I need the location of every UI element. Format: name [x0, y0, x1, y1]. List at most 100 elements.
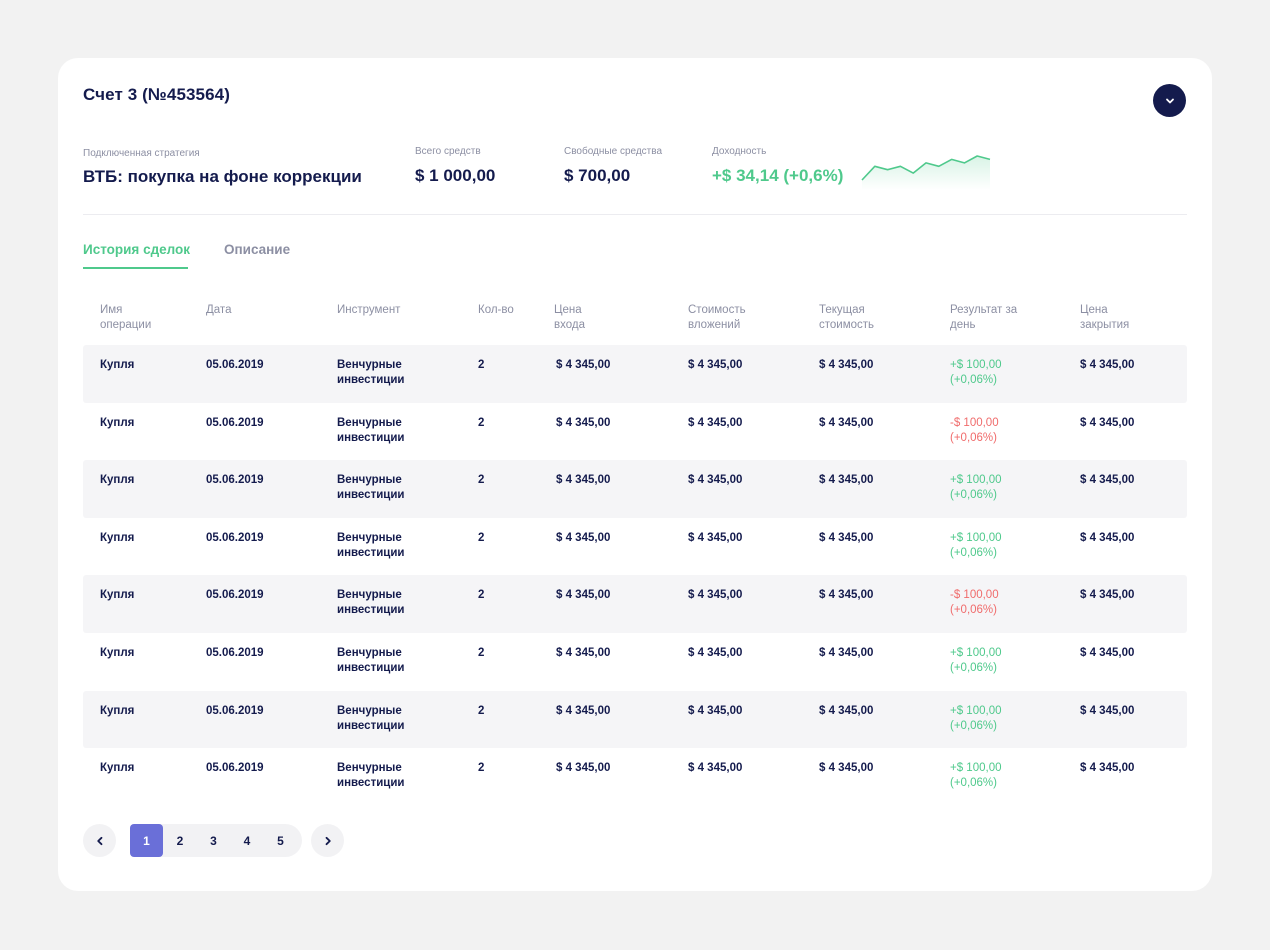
cell-operation: Купля: [100, 762, 135, 775]
next-page-button[interactable]: [311, 824, 344, 857]
table-row[interactable]: Купля 05.06.2019 Венчурные инвестиции 2 $ 4 …: [83, 460, 1187, 518]
cell-instrument: Венчурные инвестиции: [337, 359, 405, 386]
cell-date: 05.06.2019: [206, 762, 264, 775]
table-row[interactable]: Купля 05.06.2019 Венчурные инвестиции 2 $ 4 …: [83, 575, 1187, 633]
cell-qty: 2: [478, 531, 485, 544]
stat-yield: Доходность +$ 34,14 (+0,6%): [712, 146, 843, 186]
result-percent: (+0,06%): [950, 604, 997, 617]
cell-operation: Купля: [100, 531, 135, 544]
table-row[interactable]: Купля 05.06.2019 Венчурные инвестиции 2 $ 4 …: [83, 748, 1187, 806]
cell-current-value: $ 4 345,00: [819, 474, 874, 487]
column-header-instrument: Инструмент: [337, 304, 401, 316]
cell-instrument: Венчурные инвестиции: [337, 474, 405, 502]
column-header-close-price: Цена закрытия: [1080, 304, 1130, 331]
column-header-qty: Кол-во: [478, 304, 514, 316]
cell-operation: Купля: [100, 474, 135, 487]
cell-qty: 2: [478, 704, 485, 717]
cell-close-price: $ 4 345,00: [1080, 646, 1135, 659]
result-amount: +$ 100,00: [950, 474, 1002, 487]
cell-entry-price: $ 4 345,00: [556, 474, 611, 487]
cell-entry-price: $ 4 345,00: [556, 416, 611, 429]
cell-operation: Купля: [100, 359, 135, 371]
result-amount: -$ 100,00: [950, 416, 999, 429]
column-header-current-value: Текущая стоимость: [819, 304, 875, 331]
page-button-5[interactable]: 5: [277, 833, 284, 848]
cell-day-result: +$ 100,00 (+0,06%): [950, 704, 1001, 734]
cell-instrument: Венчурные инвестиции: [337, 646, 405, 674]
cell-entry-price: $ 4 345,00: [556, 589, 611, 602]
strategy-name: ВТБ: покупка на фоне коррекции: [83, 167, 362, 186]
cell-investment: $ 4 345,00: [688, 762, 743, 775]
tab-trade-history[interactable]: История сделок: [83, 242, 191, 257]
stat-value: $ 700,00: [564, 166, 631, 185]
cell-qty: 2: [478, 646, 485, 659]
page-button-4[interactable]: 4: [243, 833, 251, 848]
result-percent: (+0,06%): [950, 374, 997, 386]
cell-close-price: $ 4 345,00: [1080, 589, 1135, 602]
cell-close-price: $ 4 345,00: [1080, 474, 1135, 487]
yield-sparkline: [861, 155, 991, 190]
cell-current-value: $ 4 345,00: [819, 589, 874, 602]
stat-label: Свободные средства: [564, 146, 663, 157]
cell-instrument: Венчурные инвестиции: [337, 416, 405, 444]
table-row[interactable]: Купля 05.06.2019 Венчурные инвестиции 2 $ 4 …: [83, 518, 1187, 576]
cell-day-result: +$ 100,00 (+0,06%): [950, 761, 1001, 791]
cell-instrument: Венчурные инвестиции: [337, 762, 405, 790]
result-percent: (+0,06%): [950, 777, 997, 790]
table-row[interactable]: Купля 05.06.2019 Венчурные инвестиции 2 $ 4 …: [83, 633, 1187, 691]
divider: [83, 214, 1187, 215]
active-tab-indicator: [83, 267, 188, 269]
table-row[interactable]: Купля 05.06.2019 Венчурные инвестиции 2 $ 4 …: [83, 690, 1187, 749]
cell-current-value: $ 4 345,00: [819, 646, 874, 659]
account-card: Счет 3 (№453564) Подключенная стратегия …: [58, 58, 1212, 891]
cell-current-value: $ 4 345,00: [819, 704, 874, 717]
cell-date: 05.06.2019: [206, 704, 264, 717]
stat-value: $ 1 000,00: [415, 166, 496, 185]
cell-operation: Купля: [100, 416, 135, 429]
column-header-investment: Стоимость вложений: [688, 304, 746, 331]
page-button-3[interactable]: 3: [210, 833, 217, 848]
cell-close-price: $ 4 345,00: [1080, 762, 1135, 775]
collapse-toggle-button[interactable]: [1153, 84, 1186, 117]
stat-label: Всего средств: [415, 146, 481, 157]
cell-day-result: -$ 100,00 (+0,06%): [950, 416, 999, 446]
cell-day-result: +$ 100,00 (+0,06%): [950, 531, 1001, 561]
cell-current-value: $ 4 345,00: [819, 531, 874, 544]
column-header-date: Дата: [206, 304, 232, 316]
table-row[interactable]: Купля 05.06.2019 Венчурные инвестиции 2 $ 4 …: [83, 345, 1187, 403]
table-row[interactable]: Купля 05.06.2019 Венчурные инвестиции 2 $ 4 …: [83, 403, 1187, 461]
result-percent: (+0,06%): [950, 489, 997, 502]
result-amount: +$ 100,00: [950, 704, 1002, 717]
cell-entry-price: $ 4 345,00: [556, 359, 611, 371]
cell-operation: Купля: [100, 704, 135, 717]
chevron-down-icon: [1165, 98, 1174, 103]
stat-label: Доходность: [712, 146, 767, 157]
cell-close-price: $ 4 345,00: [1080, 359, 1135, 371]
page-button-1[interactable]: 1: [130, 824, 163, 857]
cell-entry-price: $ 4 345,00: [556, 704, 611, 717]
cell-close-price: $ 4 345,00: [1080, 704, 1135, 717]
cell-investment: $ 4 345,00: [688, 474, 743, 487]
cell-qty: 2: [478, 474, 485, 487]
cell-date: 05.06.2019: [206, 359, 264, 371]
sparkline-area: [862, 156, 990, 190]
tab-description[interactable]: Описание: [224, 242, 291, 257]
cell-operation: Купля: [100, 646, 135, 659]
trades-table-body: Купля 05.06.2019 Венчурные инвестиции 2 $ 4 …: [83, 345, 1187, 806]
cell-investment: $ 4 345,00: [688, 359, 743, 371]
cell-day-result: -$ 100,00 (+0,06%): [950, 588, 999, 618]
cell-day-result: +$ 100,00 (+0,06%): [950, 646, 1001, 676]
stat-total-funds: Всего средств $ 1 000,00: [415, 146, 495, 186]
stat-label: Подключенная стратегия: [83, 148, 200, 159]
cell-entry-price: $ 4 345,00: [556, 531, 611, 544]
table-header: Имя операции Дата Инструмент Кол-во Цена…: [83, 303, 1187, 347]
cell-current-value: $ 4 345,00: [819, 762, 874, 775]
cell-current-value: $ 4 345,00: [819, 416, 874, 429]
prev-page-button[interactable]: [83, 824, 116, 857]
column-header-operation: Имя операции: [100, 304, 152, 331]
result-amount: +$ 100,00: [950, 359, 1002, 371]
result-amount: +$ 100,00: [950, 531, 1002, 544]
stat-strategy: Подключенная стратегия ВТБ: покупка на ф…: [83, 148, 362, 187]
page-button-2[interactable]: 2: [176, 833, 184, 848]
result-amount: +$ 100,00: [950, 762, 1002, 775]
